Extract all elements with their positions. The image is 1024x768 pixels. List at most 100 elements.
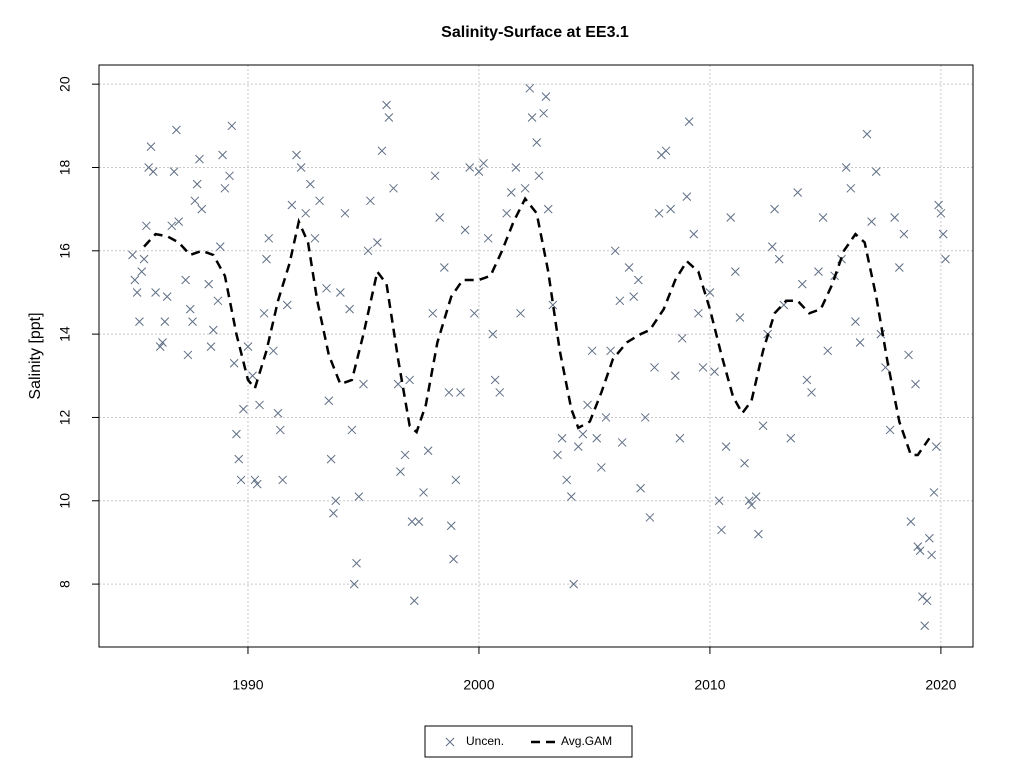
data-point bbox=[797, 279, 807, 289]
data-point bbox=[220, 183, 230, 193]
data-point bbox=[456, 388, 465, 397]
data-point bbox=[174, 217, 184, 226]
x-tick-label: 1990 bbox=[232, 677, 263, 693]
plot-frame bbox=[98, 64, 974, 648]
data-point bbox=[382, 100, 391, 110]
data-point bbox=[578, 429, 588, 439]
data-point bbox=[419, 488, 428, 497]
data-point bbox=[913, 542, 923, 551]
data-point bbox=[204, 279, 214, 289]
data-point bbox=[726, 213, 736, 222]
data-point bbox=[130, 275, 140, 285]
data-point bbox=[747, 500, 756, 510]
data-point bbox=[915, 546, 925, 556]
data-point bbox=[315, 196, 324, 206]
data-point bbox=[758, 421, 768, 431]
data-point bbox=[414, 517, 424, 526]
data-point bbox=[490, 375, 500, 385]
legend-label: Avg.GAM bbox=[561, 734, 612, 748]
data-point bbox=[359, 379, 368, 389]
data-point bbox=[363, 246, 373, 256]
x-tick-label: 2010 bbox=[694, 677, 725, 693]
data-point bbox=[409, 596, 419, 606]
data-point bbox=[227, 121, 237, 131]
data-point bbox=[557, 433, 567, 443]
data-point bbox=[938, 229, 948, 239]
data-point bbox=[329, 508, 338, 518]
y-axis-label: Salinity [ppt] bbox=[27, 312, 44, 399]
data-point bbox=[190, 196, 200, 206]
data-point bbox=[823, 346, 833, 356]
data-point bbox=[511, 163, 521, 172]
data-point bbox=[592, 433, 602, 443]
data-point bbox=[934, 200, 943, 210]
data-point bbox=[301, 208, 311, 218]
data-point bbox=[936, 208, 946, 218]
data-point bbox=[389, 183, 398, 193]
x-tick-label: 2000 bbox=[463, 677, 494, 693]
data-point bbox=[169, 167, 179, 177]
data-point bbox=[705, 288, 715, 297]
data-point bbox=[128, 250, 137, 260]
data-point bbox=[451, 475, 461, 485]
data-point bbox=[278, 475, 287, 485]
data-point bbox=[502, 208, 512, 218]
data-point bbox=[786, 433, 796, 443]
data-point bbox=[495, 388, 505, 397]
data-point bbox=[137, 267, 147, 276]
data-point bbox=[520, 183, 530, 193]
data-point bbox=[767, 242, 777, 251]
data-point bbox=[188, 317, 197, 326]
data-point bbox=[661, 146, 671, 156]
data-point bbox=[349, 579, 359, 589]
legend-marker bbox=[445, 737, 455, 747]
data-point bbox=[717, 525, 726, 535]
data-point bbox=[539, 108, 548, 118]
data-point bbox=[396, 467, 405, 476]
data-point bbox=[465, 163, 475, 172]
data-point bbox=[449, 554, 458, 564]
data-point bbox=[871, 167, 881, 177]
data-point bbox=[920, 621, 930, 631]
data-point bbox=[573, 442, 583, 451]
data-point bbox=[689, 229, 699, 239]
data-point bbox=[259, 308, 269, 318]
data-point bbox=[352, 558, 361, 568]
data-point bbox=[610, 246, 620, 256]
data-point bbox=[405, 375, 415, 385]
data-point bbox=[569, 579, 579, 589]
data-point bbox=[714, 496, 724, 506]
data-point bbox=[322, 283, 331, 293]
data-point bbox=[532, 138, 542, 147]
data-point bbox=[183, 350, 193, 360]
data-point bbox=[345, 304, 354, 314]
y-tick-label: 10 bbox=[57, 493, 73, 509]
chart-title: Salinity-Surface at EE3.1 bbox=[441, 24, 629, 41]
data-point bbox=[890, 213, 900, 222]
data-point bbox=[139, 254, 149, 264]
data-point bbox=[172, 125, 181, 135]
data-point bbox=[899, 229, 909, 239]
data-point bbox=[911, 379, 920, 389]
y-tick-label: 20 bbox=[57, 76, 73, 92]
data-point bbox=[617, 438, 627, 447]
data-point bbox=[851, 317, 860, 326]
data-point bbox=[225, 171, 234, 181]
data-point bbox=[629, 292, 639, 301]
data-point bbox=[135, 317, 144, 326]
data-point bbox=[218, 150, 227, 160]
data-point bbox=[677, 333, 687, 343]
data-point bbox=[543, 204, 553, 214]
data-point bbox=[770, 204, 779, 214]
data-point bbox=[324, 396, 334, 406]
data-point bbox=[924, 533, 934, 543]
data-point bbox=[793, 188, 803, 197]
data-point bbox=[846, 183, 856, 193]
data-point bbox=[185, 304, 195, 314]
data-point bbox=[525, 83, 535, 93]
data-point bbox=[275, 425, 285, 435]
data-point bbox=[232, 429, 241, 439]
data-point bbox=[601, 413, 611, 422]
data-point bbox=[922, 596, 932, 606]
